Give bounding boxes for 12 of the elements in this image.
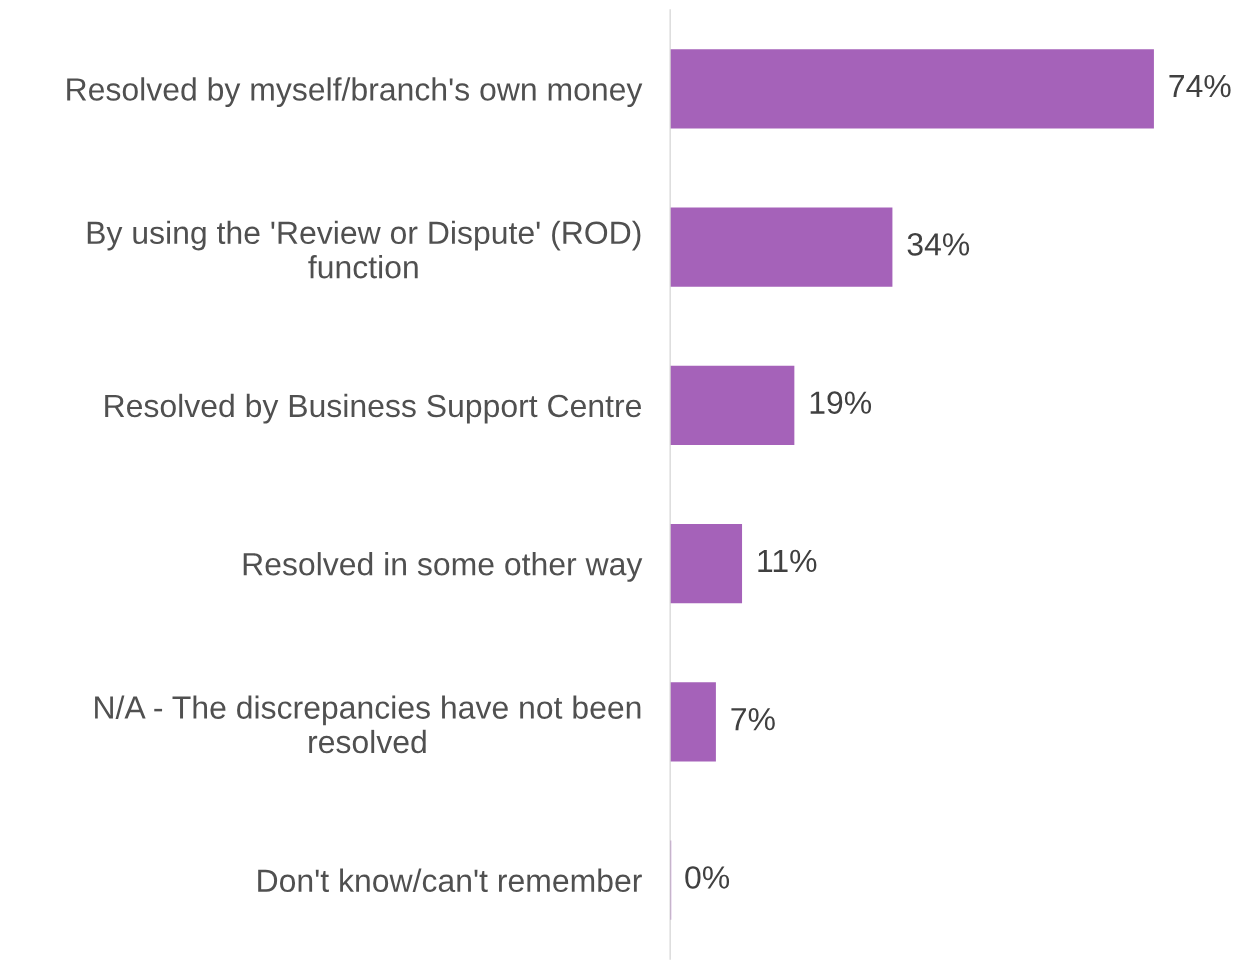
y-tick-label: N/A - The discrepancies have not been resolved: [95, 695, 641, 754]
y-tick-label: Resolved in some other way: [243, 552, 643, 582]
data-label: 19%: [810, 391, 872, 414]
data-label: 74%: [1169, 74, 1231, 98]
data-label: 7%: [731, 708, 775, 731]
data-label: 11%: [758, 549, 817, 573]
y-tick-label: Don't know/can't remember: [258, 868, 642, 893]
y-tick-label: Resolved by myself/branch's own money: [67, 77, 643, 108]
data-label: 0%: [685, 866, 730, 889]
data-label: 34%: [907, 233, 970, 256]
y-tick-label: By using the 'Review or Dispute' (ROD) function: [87, 220, 641, 279]
y-tick-label: Resolved by Business Support Centre: [105, 393, 641, 424]
